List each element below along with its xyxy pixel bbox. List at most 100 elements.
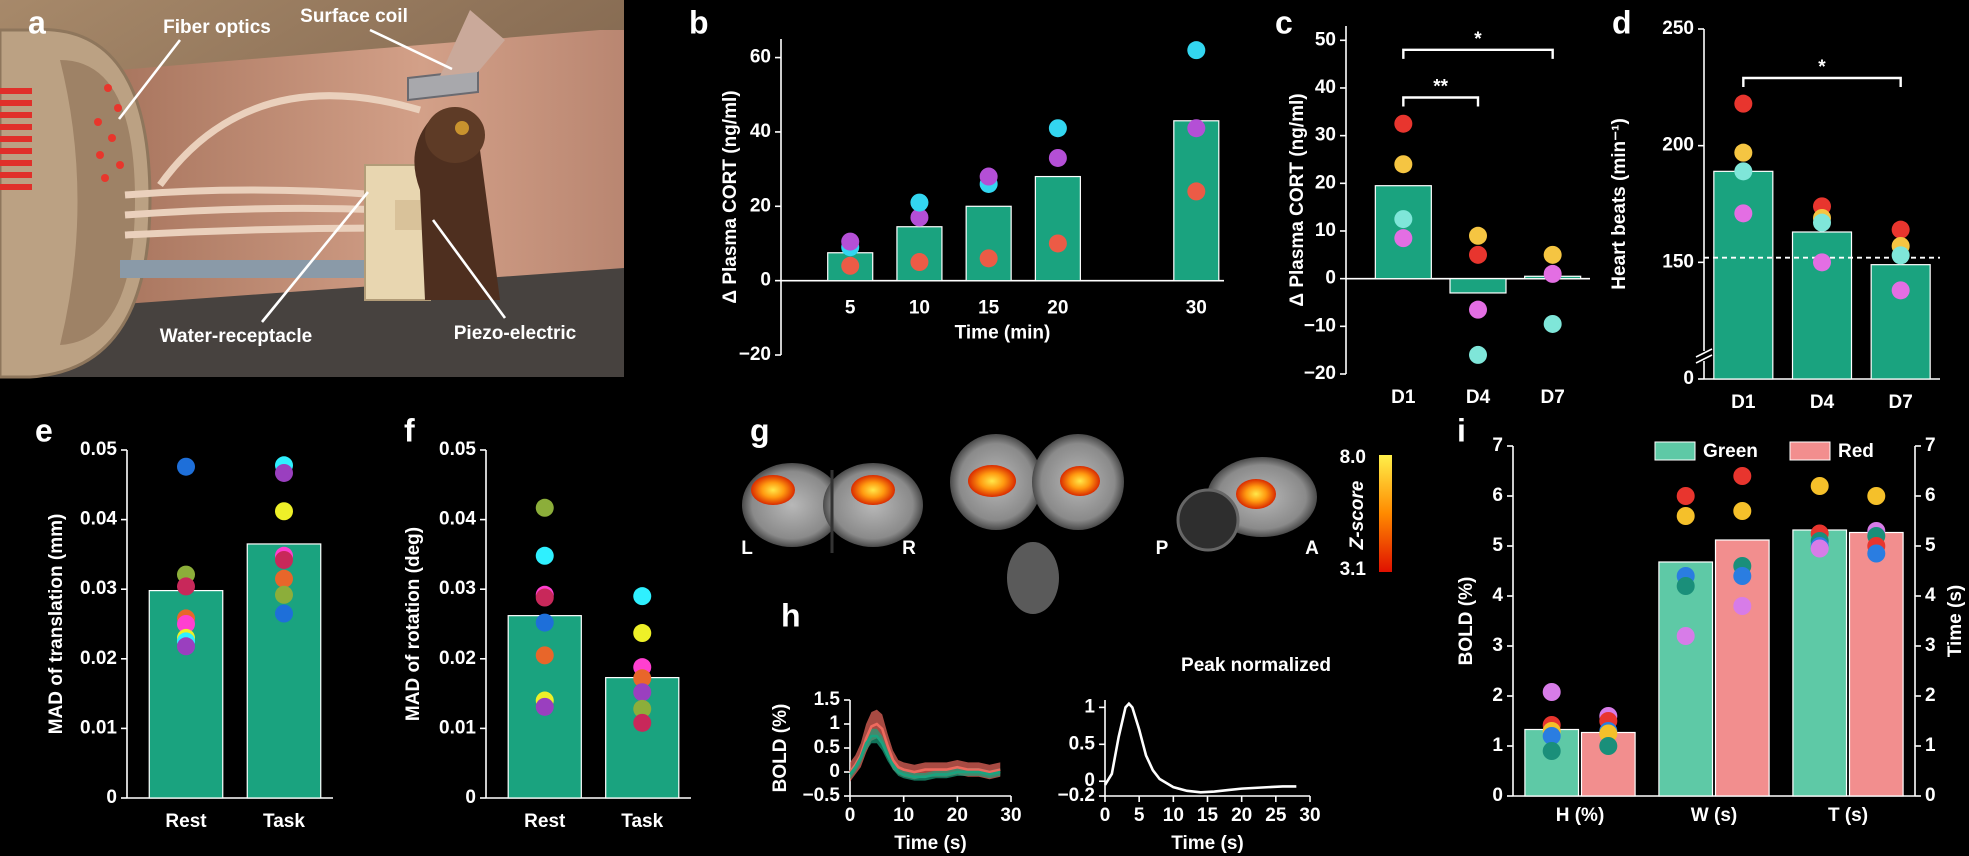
bar [1034,175,1081,282]
x-tick-label: 30 [1299,805,1320,826]
significance-label: ** [1433,77,1448,98]
brain-maps: g L R P A 8.0 3.1 Z-score [741,412,1392,614]
y-tick-label: 0.04 [439,509,476,530]
coil-mount [440,10,505,76]
y-tick-label: 0.02 [439,648,476,669]
y-axis-title: MAD of rotation (deg) [403,527,424,721]
line [1103,701,1297,794]
callout-label: Water-receptacle [160,326,312,347]
callout-label: Piezo-electric [454,323,577,344]
data-point [1187,119,1206,138]
x-tick-label: D1 [1731,392,1756,413]
x-tick-label: D4 [1810,392,1835,413]
x-tick-label: Task [263,811,305,832]
data-point [177,637,195,656]
data-point [535,588,554,607]
data-point [275,569,293,588]
data-point [1187,41,1206,60]
x-tick-label: Rest [165,811,207,832]
data-point [910,193,929,212]
x-tick-label: T (s) [1828,805,1868,826]
data-point [1810,477,1829,495]
data-point [1676,577,1695,595]
callout-label: Surface coil [300,6,408,27]
data-point [1676,627,1695,645]
x-tick-label: 10 [893,805,914,826]
y-tick-label: 10 [1315,220,1336,241]
data-point [633,669,652,688]
leader-line [260,191,370,323]
y-tick-label: 40 [1315,77,1336,98]
data-point [1734,204,1753,223]
data-point [1048,148,1067,167]
significance-label: * [1474,29,1482,50]
y2-tick-label: 6 [1925,485,1936,506]
y-tick-label: 4 [1492,585,1503,606]
activation [968,465,1016,497]
x-tick-label: 5 [845,298,856,319]
x-tick-label: W (s) [1691,805,1737,826]
data-point [1599,737,1618,755]
y-tick-label: 0 [829,761,840,782]
x-axis-title: Time (s) [894,833,967,854]
error-band [850,709,1001,782]
eye [1176,488,1240,552]
data-point [177,577,195,596]
y-tick-label: −0.2 [1057,785,1095,806]
y-tick-label: −20 [1304,363,1336,384]
y-tick-label: −10 [1304,315,1336,336]
y-tick-label: 0.02 [80,648,117,669]
y-tick-label: 0 [760,270,771,291]
data-point [1891,220,1910,239]
colorbar-title: Z-score [1347,480,1368,550]
led-strip [0,88,32,190]
y2-tick-label: 2 [1925,685,1936,706]
illustration: a Fiber optics Surface coil Water-recept… [0,0,624,379]
leader-line [369,28,453,71]
y-tick-label: 1.5 [814,689,841,710]
y-tick-label: 0 [1492,785,1503,806]
y-axis-title: Δ Plasma CORT (ng/ml) [1287,93,1308,306]
panel-letter: b [689,4,709,40]
data-point [1733,597,1752,615]
y-tick-label: 1 [1084,696,1095,717]
y-tick-label: 6 [1492,485,1503,506]
data-point [841,232,860,251]
data-point [1676,487,1695,505]
panel-letter: a [28,4,46,40]
x-tick-label: H (%) [1556,805,1605,826]
x-tick-label: 25 [1265,805,1287,826]
activation [751,475,795,505]
y-tick-label: 30 [1315,125,1336,146]
data-point [1891,246,1910,265]
y2-tick-label: 3 [1925,635,1936,656]
activation [1236,479,1276,509]
significance-label: * [1818,57,1826,78]
bird [414,112,500,300]
data-point [1733,567,1752,585]
y-tick-label: 7 [1492,435,1503,456]
y-tick-label: 1 [1492,735,1503,756]
x-axis-title: Time (s) [1171,833,1244,854]
y-tick-label: 0.04 [80,509,117,530]
y-tick-label: 250 [1662,18,1694,39]
flange-inner [60,60,135,345]
orientation-label: A [1305,538,1319,559]
x-tick-label: 10 [1163,805,1184,826]
orientation-label: R [902,538,916,559]
data-point [1733,467,1752,485]
orientation-label: P [1156,538,1169,559]
data-point [841,256,860,275]
y2-axis-title: Time (s) [1945,585,1966,658]
data-point [1048,234,1067,253]
data-point [979,167,998,186]
x-tick-label: 30 [1186,298,1207,319]
y-tick-label: −20 [739,344,771,365]
legend-swatch [1789,441,1831,461]
data-point [1810,539,1829,558]
y-tick-label: 60 [750,47,771,68]
significance-bracket [1742,76,1902,87]
y-tick-label: 0.01 [439,717,476,738]
data-point [1048,119,1067,138]
data-point [275,502,293,521]
